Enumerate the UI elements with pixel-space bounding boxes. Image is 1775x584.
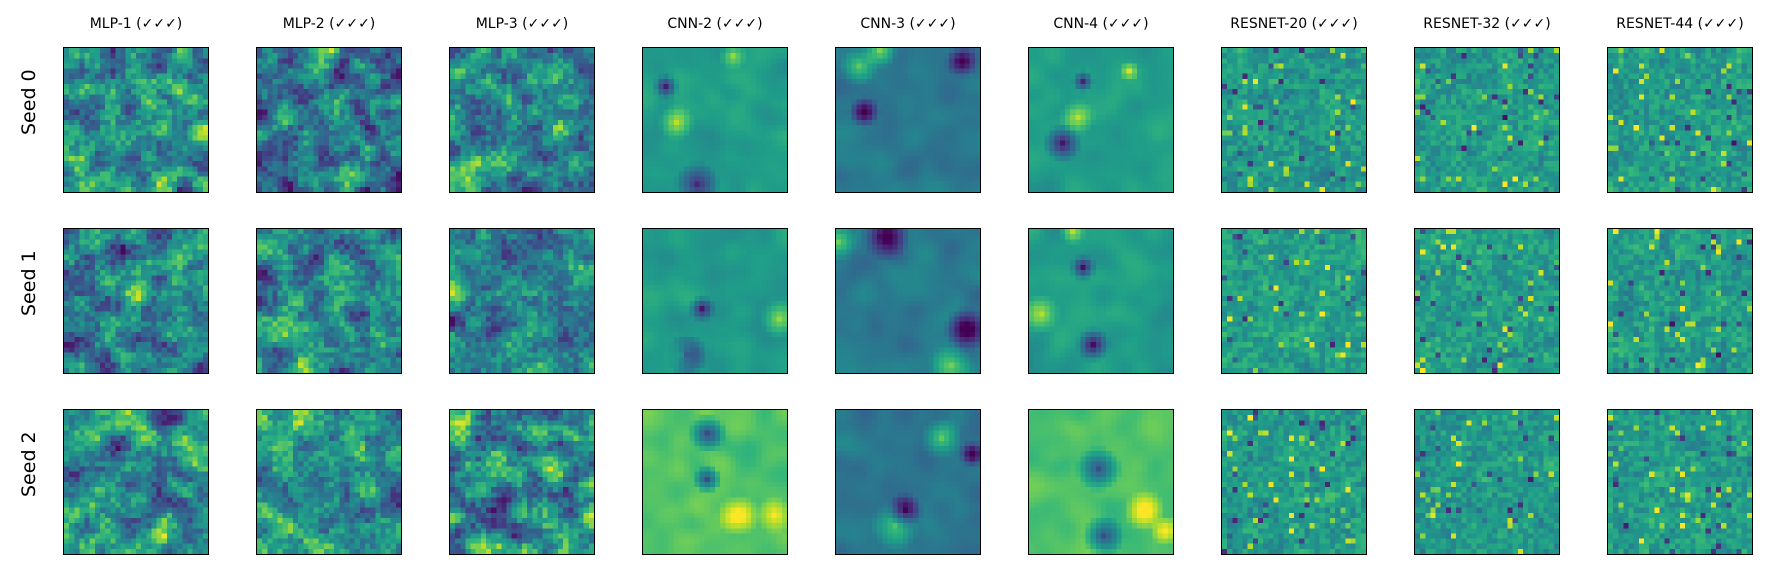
heatmap-image: [64, 48, 208, 192]
column-title: RESNET-44 (✓✓✓): [1616, 16, 1744, 32]
heatmap-image: [257, 48, 401, 192]
heatmap-image: [1415, 410, 1559, 554]
heatmap-image: [836, 48, 980, 192]
heatmap-image: [1029, 410, 1173, 554]
heatmap-panel: [1028, 228, 1174, 374]
heatmap-image: [257, 229, 401, 373]
column-title: CNN-2 (✓✓✓): [667, 16, 763, 32]
heatmap-panel: [1028, 47, 1174, 193]
heatmap-image: [836, 229, 980, 373]
column-title: CNN-3 (✓✓✓): [860, 16, 956, 32]
heatmap-image: [64, 229, 208, 373]
heatmap-panel: [449, 228, 595, 374]
column-title: MLP-2 (✓✓✓): [282, 16, 376, 32]
heatmap-panel: [256, 47, 402, 193]
heatmap-image: [1029, 48, 1173, 192]
column-title: CNN-4 (✓✓✓): [1053, 16, 1149, 32]
heatmap-image: [643, 229, 787, 373]
row-label: Seed 1: [18, 250, 40, 316]
heatmap-image: [64, 410, 208, 554]
heatmap-panel: [449, 409, 595, 555]
heatmap-image: [643, 410, 787, 554]
heatmap-image: [1222, 48, 1366, 192]
heatmap-panel: [1414, 409, 1560, 555]
heatmap-panel: [449, 47, 595, 193]
heatmap-panel: [1607, 409, 1753, 555]
heatmap-image: [1222, 410, 1366, 554]
heatmap-image: [1415, 48, 1559, 192]
heatmap-panel: [1221, 409, 1367, 555]
row-label: Seed 2: [18, 431, 40, 497]
heatmap-panel: [835, 409, 981, 555]
column-title: RESNET-20 (✓✓✓): [1230, 16, 1358, 32]
row-label: Seed 0: [18, 69, 40, 135]
heatmap-image: [450, 410, 594, 554]
column-title: MLP-3 (✓✓✓): [475, 16, 569, 32]
column-title: MLP-1 (✓✓✓): [89, 16, 183, 32]
heatmap-panel: [1414, 228, 1560, 374]
column-title: RESNET-32 (✓✓✓): [1423, 16, 1551, 32]
heatmap-image: [1415, 229, 1559, 373]
heatmap-panel: [835, 47, 981, 193]
heatmap-image: [450, 229, 594, 373]
heatmap-image: [643, 48, 787, 192]
heatmap-panel: [256, 228, 402, 374]
heatmap-image: [1029, 229, 1173, 373]
heatmap-panel: [1221, 228, 1367, 374]
heatmap-image: [1222, 229, 1366, 373]
heatmap-image: [257, 410, 401, 554]
heatmap-image: [450, 48, 594, 192]
heatmap-panel: [642, 228, 788, 374]
heatmap-panel: [63, 47, 209, 193]
heatmap-panel: [835, 228, 981, 374]
heatmap-image: [1608, 410, 1752, 554]
heatmap-panel: [1414, 47, 1560, 193]
heatmap-image: [1608, 48, 1752, 192]
heatmap-panel: [63, 228, 209, 374]
heatmap-panel: [1607, 47, 1753, 193]
heatmap-image: [1608, 229, 1752, 373]
heatmap-panel: [642, 47, 788, 193]
heatmap-panel: [1028, 409, 1174, 555]
heatmap-panel: [256, 409, 402, 555]
heatmap-panel: [1607, 228, 1753, 374]
heatmap-panel: [642, 409, 788, 555]
heatmap-panel: [1221, 47, 1367, 193]
heatmap-image: [836, 410, 980, 554]
heatmap-panel: [63, 409, 209, 555]
